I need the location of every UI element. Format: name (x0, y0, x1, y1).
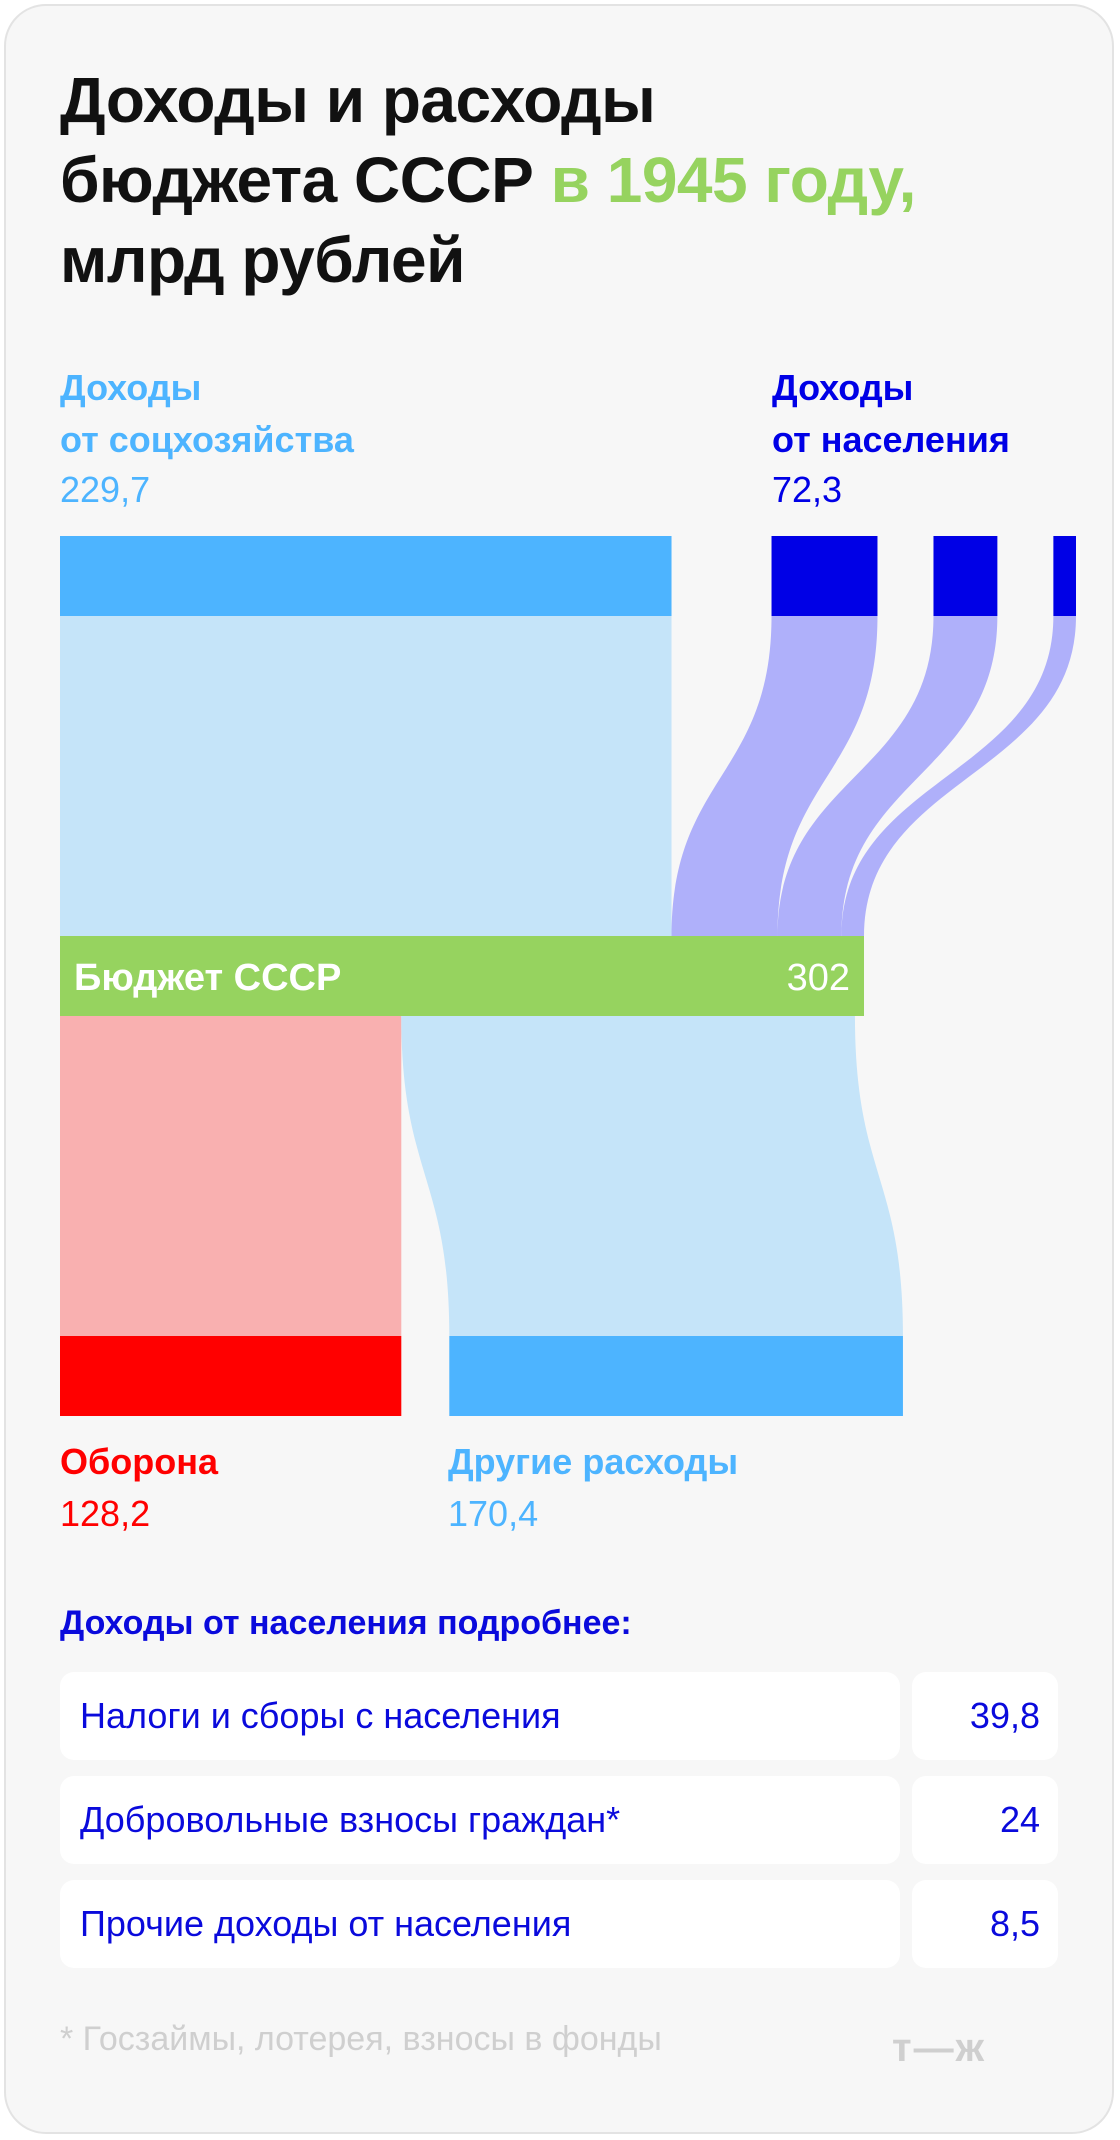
soc-income-label-line2: от соцхозяйства (60, 419, 354, 460)
details-row-value: 39,8 (912, 1672, 1058, 1760)
node-прочие-доходы-от-населения (1053, 536, 1076, 616)
other-expenses-label: Другие расходы (448, 1441, 739, 1482)
details-row-other: Прочие доходы от населения 8,5 (60, 1880, 1058, 1968)
pop-income-value: 72,3 (772, 469, 843, 510)
pop-income-label-line1: Доходы (772, 367, 914, 408)
details-row-taxes: Налоги и сборы с населения 39,8 (60, 1672, 1058, 1760)
node-добровольные-взносы-граждан (933, 536, 998, 616)
sankey-nodes (60, 536, 1076, 1416)
details-row-value: 24 (912, 1776, 1058, 1864)
pop-income-label-line2: от населения (772, 419, 1010, 460)
title-year: в 1945 году, (550, 144, 917, 216)
details-row-voluntary: Добровольные взносы граждан* 24 (60, 1776, 1058, 1864)
details-heading: Доходы от населения подробнее: (60, 1604, 632, 1642)
details-row-label: Прочие доходы от населения (60, 1880, 900, 1968)
node-доходы-от-соцхозяйства (60, 536, 672, 616)
flow-прочие-доходы-от-населения (841, 616, 1076, 936)
flow-налоги-и-сборы-с-населения (671, 616, 878, 936)
title-line-2: бюджета СССР (60, 144, 551, 216)
budget-node (60, 936, 864, 1016)
defense-label: Оборона (60, 1441, 218, 1482)
title-line-3: млрд рублей (60, 224, 465, 296)
flow-другие-расходы (401, 1016, 903, 1336)
details-row-label: Добровольные взносы граждан* (60, 1776, 900, 1864)
budget-label: Бюджет СССР (74, 957, 341, 999)
sankey-flows (60, 616, 1076, 1336)
soc-income-value: 229,7 (60, 469, 151, 510)
flow-оборона (60, 1016, 402, 1336)
details-row-value: 8,5 (912, 1880, 1058, 1968)
details-row-label: Налоги и сборы с населения (60, 1672, 900, 1760)
title-line-1: Доходы и расходы (60, 64, 656, 136)
tzh-logo: т—ж (892, 2026, 986, 2070)
node-оборона (60, 1336, 402, 1416)
pop-income-label: Доходы от населения (772, 362, 1010, 466)
node-другие-расходы (449, 1336, 903, 1416)
defense-value: 128,2 (60, 1493, 151, 1534)
footnote: * Госзаймы, лотерея, взносы в фонды (60, 2020, 662, 2058)
node-налоги-и-сборы-с-населения (771, 536, 878, 616)
flow-доходы-от-соцхозяйства (60, 616, 672, 936)
soc-income-label: Доходы от соцхозяйства (60, 362, 354, 466)
flow-добровольные-взносы-граждан (777, 616, 998, 936)
soc-income-label-line1: Доходы (60, 367, 202, 408)
chart-title: Доходы и расходы бюджета СССР в 1945 год… (60, 60, 1060, 300)
budget-value: 302 (787, 957, 850, 999)
sankey-labels: Бюджет СССР 302 (74, 957, 850, 999)
other-expenses-value: 170,4 (448, 1493, 539, 1534)
